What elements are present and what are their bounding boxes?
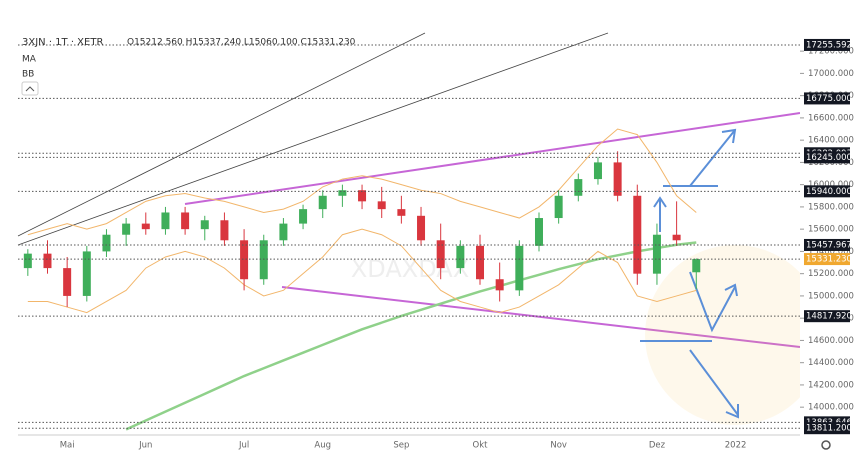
trend-line xyxy=(17,32,609,246)
y-tick-label: 14600.000 xyxy=(808,336,854,346)
line-series xyxy=(27,128,697,236)
y-tick-label: 16400.000 xyxy=(808,136,854,146)
y-tick-label: 16000.000 xyxy=(808,180,854,190)
level-box xyxy=(804,92,850,105)
y-tick-label: 17200.000 xyxy=(808,47,854,57)
candle-body xyxy=(358,190,367,202)
x-tick-label: Nov xyxy=(550,441,567,451)
y-tick-label: 15200.000 xyxy=(808,269,854,279)
candle-body xyxy=(318,195,327,210)
x-tick-label: 2022 xyxy=(725,441,747,451)
price-axis xyxy=(800,0,866,456)
x-tick-label: Jul xyxy=(238,441,249,451)
candle-body xyxy=(692,259,701,273)
ohlc: O15212.560 H15337.240 L15060.100 C15331.… xyxy=(127,38,356,48)
level-label: 14817.920 xyxy=(806,312,852,322)
candle-body xyxy=(299,209,308,224)
channel-line xyxy=(184,112,801,205)
watermark: XDAXDAX xyxy=(351,255,469,283)
logo xyxy=(645,245,825,425)
collapse-icon xyxy=(25,86,35,92)
level-box xyxy=(804,151,850,164)
symbol: 3XJN · 1T · XETR xyxy=(22,37,103,48)
y-tick-label: 14000.000 xyxy=(808,403,854,413)
y-tick-label: 15800.000 xyxy=(808,202,854,212)
x-tick-label: Okt xyxy=(473,441,489,451)
candle-body xyxy=(476,245,485,280)
y-tick-label: 15600.000 xyxy=(808,225,854,235)
candle-body xyxy=(161,212,170,230)
y-tick-label: 14200.000 xyxy=(808,380,854,390)
level-box xyxy=(804,185,850,198)
line-series xyxy=(125,241,697,431)
candle-body xyxy=(534,218,543,246)
candle-body xyxy=(436,240,445,269)
x-tick-label: Aug xyxy=(314,441,331,451)
channel-line xyxy=(281,286,801,348)
y-tick-label: 14400.000 xyxy=(808,358,854,368)
candle-body xyxy=(23,253,32,269)
candle-body xyxy=(102,234,111,252)
level-label: 15457.967 xyxy=(806,240,852,250)
level-label: 15940.000 xyxy=(806,187,852,197)
settings-icon[interactable] xyxy=(821,440,831,450)
candle-body xyxy=(515,245,524,291)
candle-body xyxy=(338,190,347,196)
x-tick-label: Sep xyxy=(393,441,409,451)
x-tick-label: Dez xyxy=(649,441,666,451)
candle-body xyxy=(220,220,229,241)
candle-body xyxy=(495,279,504,291)
candle-body xyxy=(377,201,386,210)
candle-body xyxy=(43,253,52,269)
level-label: 16245.000 xyxy=(806,153,852,163)
candle-body xyxy=(240,240,249,280)
level-label: 13811.200 xyxy=(806,424,852,434)
level-box xyxy=(804,253,850,266)
trend-line xyxy=(17,32,426,237)
candle-body xyxy=(279,223,288,241)
candle-body xyxy=(82,251,91,296)
collapse-button[interactable] xyxy=(21,81,39,96)
candle-body xyxy=(122,223,131,235)
indicator: MA xyxy=(22,55,37,65)
candle-body xyxy=(633,195,642,274)
line-series xyxy=(27,228,697,314)
x-tick-label: Mai xyxy=(60,441,75,451)
candle-body xyxy=(397,209,406,216)
candle-body xyxy=(259,240,268,280)
level-label: 16775.000 xyxy=(806,94,852,104)
candle-body xyxy=(554,195,563,219)
candle-body xyxy=(652,234,661,274)
candle-body xyxy=(141,223,150,230)
candle-body xyxy=(672,234,681,241)
candle-body xyxy=(574,179,583,196)
y-tick-label: 16600.000 xyxy=(808,113,854,123)
candle-body xyxy=(417,215,426,241)
indicator: BB xyxy=(22,70,34,80)
candle-body xyxy=(63,268,72,296)
candle-body xyxy=(613,162,622,196)
level-box xyxy=(804,38,850,51)
level-label: 17255.592 xyxy=(806,40,852,50)
level-label: 15331.230 xyxy=(806,255,852,265)
candle-body xyxy=(200,220,209,230)
candle-body xyxy=(593,162,602,180)
y-tick-label: 15400.000 xyxy=(808,247,854,257)
arrows xyxy=(640,128,739,419)
level-box xyxy=(804,310,850,323)
x-tick-label: Jun xyxy=(138,441,152,451)
candle-body xyxy=(456,245,465,269)
y-tick-label: 17000.000 xyxy=(808,69,854,79)
candle-body xyxy=(181,212,190,230)
y-tick-label: 15000.000 xyxy=(808,291,854,301)
level-box xyxy=(804,238,850,251)
level-box xyxy=(804,422,850,435)
